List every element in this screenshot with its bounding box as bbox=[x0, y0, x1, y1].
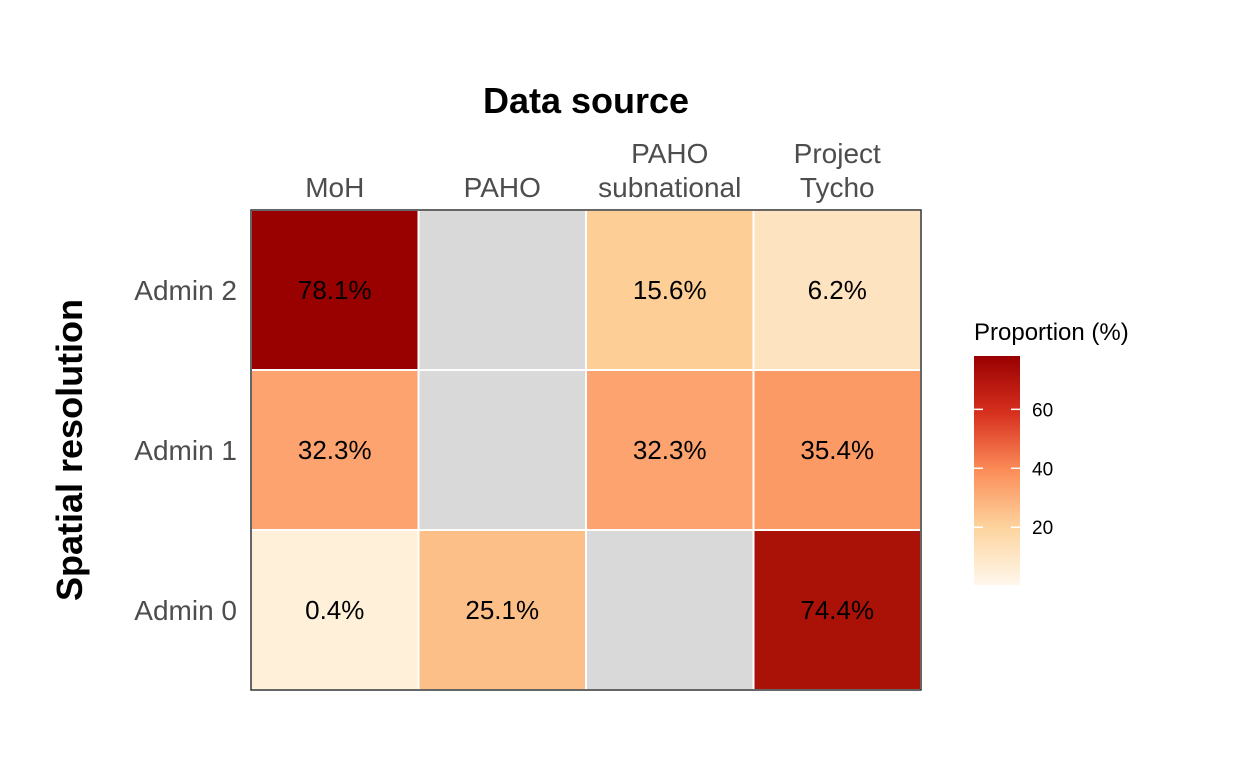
x-tick-label: MoH bbox=[305, 172, 364, 203]
x-axis-title: Data source bbox=[483, 80, 689, 121]
cell-value-label: 32.3% bbox=[633, 435, 707, 465]
cell-value-label: 0.4% bbox=[305, 595, 364, 625]
heatmap-cell bbox=[752, 369, 922, 531]
heatmap-cells bbox=[250, 209, 922, 691]
legend-tick-label: 60 bbox=[1032, 400, 1053, 421]
cell-value-label: 35.4% bbox=[800, 435, 874, 465]
cell-value-label: 15.6% bbox=[633, 275, 707, 305]
legend-colorbar bbox=[974, 356, 1020, 585]
legend-tick-label: 20 bbox=[1032, 518, 1053, 539]
legend: Proportion (%) 20 40 60 bbox=[974, 319, 1129, 585]
y-axis-title: Spatial resolution bbox=[49, 299, 90, 601]
legend-tick-label: 40 bbox=[1032, 459, 1053, 480]
y-tick-label: Admin 1 bbox=[134, 435, 237, 466]
y-tick-label: Admin 0 bbox=[134, 595, 237, 626]
panel-border bbox=[250, 209, 922, 691]
heatmap-cell bbox=[417, 529, 587, 691]
heatmap-cell bbox=[250, 209, 420, 371]
cell-value-label: 78.1% bbox=[298, 275, 372, 305]
legend-title: Proportion (%) bbox=[974, 319, 1129, 346]
x-tick-label: PAHO subnational bbox=[598, 138, 741, 203]
heatmap-cell bbox=[417, 209, 587, 371]
heatmap-cell bbox=[752, 529, 922, 691]
cell-value-label: 74.4% bbox=[800, 595, 874, 625]
x-tick-labels: MoH PAHO PAHO subnational Project Tycho bbox=[305, 138, 881, 203]
cell-labels: 78.1% 15.6% 6.2% 32.3% 32.3% 35.4% 0.4% 25.1% 74… bbox=[298, 275, 874, 625]
x-tick-label: Project Tycho bbox=[794, 138, 881, 203]
cell-value-label: 25.1% bbox=[465, 595, 539, 625]
cell-value-label: 6.2% bbox=[808, 275, 867, 305]
heatmap-cell bbox=[417, 369, 587, 531]
heatmap-cell bbox=[585, 529, 755, 691]
legend-ticks: 20 40 60 bbox=[974, 400, 1053, 539]
y-tick-label: Admin 2 bbox=[134, 275, 237, 306]
cell-value-label: 32.3% bbox=[298, 435, 372, 465]
x-tick-label: PAHO bbox=[464, 172, 541, 203]
heatmap-cell bbox=[752, 209, 922, 371]
y-tick-labels: Admin 2 Admin 1 Admin 0 bbox=[134, 275, 237, 626]
heatmap-cell bbox=[250, 369, 420, 531]
